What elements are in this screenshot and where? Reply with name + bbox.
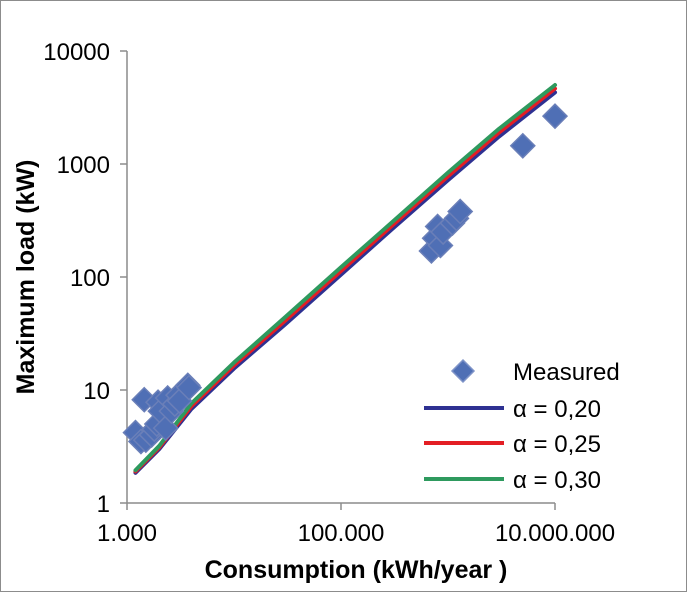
x-axis-title: Consumption (kWh/year ) — [205, 556, 508, 584]
measured-point — [509, 132, 536, 159]
legend-label-alpha-020: α = 0,20 — [513, 396, 601, 423]
series-lines — [133, 83, 557, 475]
x-tick-label: 100.000 — [298, 520, 385, 547]
y-axis-title: Maximum load (kW) — [12, 160, 40, 395]
measured-markers — [122, 103, 569, 455]
legend-item-alpha-030: α = 0,30 — [424, 467, 601, 494]
legend-diamond-icon — [450, 358, 476, 384]
y-tick-label: 1 — [97, 491, 110, 518]
measured-point — [175, 374, 203, 401]
legend: Measured α = 0,20 α = 0,25 α = 0,30 — [424, 358, 620, 494]
legend-label-alpha-030: α = 0,30 — [513, 467, 601, 494]
y-tick-label: 10 — [83, 378, 110, 405]
legend-item-measured: Measured — [450, 358, 620, 386]
measured-point — [447, 198, 474, 225]
series-line-1 — [133, 90, 557, 475]
y-tick-label: 100 — [70, 265, 110, 292]
legend-item-alpha-020: α = 0,20 — [424, 396, 601, 423]
y-tick-label: 1000 — [57, 152, 110, 179]
x-ticks: 1.000 100.000 10.000.000 — [97, 503, 615, 547]
x-tick-label: 1.000 — [97, 520, 157, 547]
legend-label-alpha-025: α = 0,25 — [513, 431, 601, 458]
legend-item-alpha-025: α = 0,25 — [424, 431, 601, 458]
x-tick-label: 10.000.000 — [495, 520, 615, 547]
legend-label-measured: Measured — [513, 359, 620, 386]
y-ticks: 1 10 100 1000 10000 — [43, 39, 127, 518]
y-tick-label: 10000 — [43, 39, 110, 66]
series-line-2 — [133, 86, 557, 474]
measured-point — [541, 103, 569, 130]
